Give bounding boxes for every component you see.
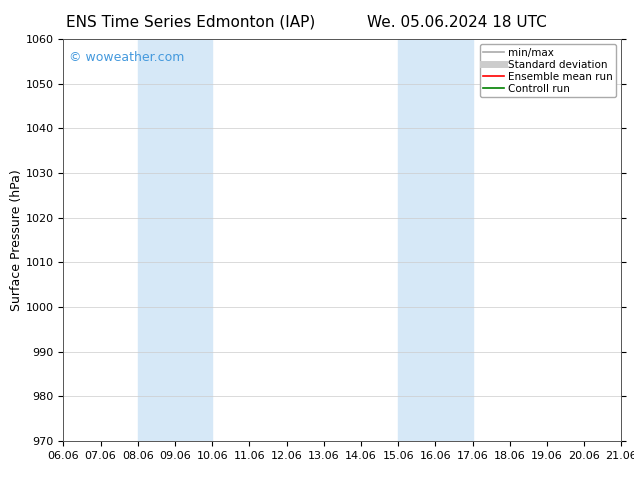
Text: ENS Time Series Edmonton (IAP): ENS Time Series Edmonton (IAP) [65, 15, 315, 30]
Text: © woweather.com: © woweather.com [69, 51, 184, 64]
Y-axis label: Surface Pressure (hPa): Surface Pressure (hPa) [10, 169, 23, 311]
Legend: min/max, Standard deviation, Ensemble mean run, Controll run: min/max, Standard deviation, Ensemble me… [480, 45, 616, 97]
Bar [138, 39, 212, 441]
Text: We. 05.06.2024 18 UTC: We. 05.06.2024 18 UTC [366, 15, 547, 30]
Bar [398, 39, 472, 441]
